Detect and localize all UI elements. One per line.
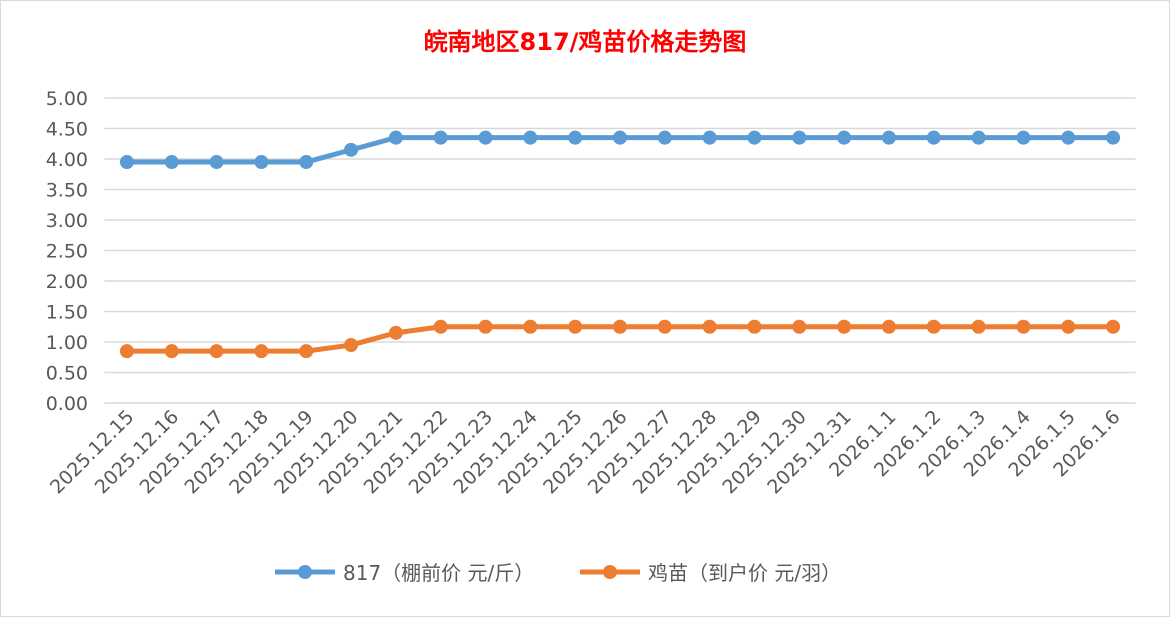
data-point [478,130,493,145]
data-point [702,130,717,145]
y-tick-label: 4.00 [46,149,88,171]
data-point [1016,130,1031,145]
y-tick-label: 0.00 [46,393,88,415]
data-point [747,130,762,145]
data-point [478,319,493,334]
data-point [299,344,314,359]
data-point [388,130,403,145]
y-tick-label: 1.00 [46,332,88,354]
y-tick-label: 2.00 [46,271,88,293]
data-point [254,155,269,170]
y-tick-label: 3.50 [46,180,88,202]
data-point [209,344,224,359]
data-point [568,130,583,145]
y-tick-label: 5.00 [46,88,88,110]
legend-label: 鸡苗（到户价 元/羽） [648,561,841,585]
data-point [433,130,448,145]
data-point [1016,319,1031,334]
data-point [1106,319,1121,334]
legend-marker [298,565,312,579]
data-point [747,319,762,334]
data-point [1061,319,1076,334]
data-point [926,130,941,145]
data-point [1106,130,1121,145]
data-point [613,319,627,334]
data-point [523,130,538,145]
data-point [657,130,672,145]
data-point [523,319,538,334]
data-point [613,130,627,145]
data-point [209,155,224,170]
data-point [344,338,359,353]
data-point [344,142,359,157]
data-point [971,130,986,145]
data-point [792,130,807,145]
data-point [433,319,448,334]
data-point [837,319,852,334]
legend-label: 817（棚前价 元/斤） [343,561,534,585]
data-point [657,319,672,334]
legend-marker [603,565,617,579]
y-tick-label: 0.50 [46,363,88,385]
data-point [971,319,986,334]
data-point [119,344,134,359]
data-point [926,319,941,334]
data-point [254,344,269,359]
data-point [881,130,896,145]
data-point [164,155,179,170]
data-point [568,319,583,334]
data-point [792,319,807,334]
data-point [388,325,403,340]
data-point [299,155,314,170]
y-tick-label: 1.50 [46,302,88,324]
y-tick-label: 2.50 [46,241,88,263]
data-point [702,319,717,334]
y-tick-label: 4.50 [46,119,88,141]
y-tick-label: 3.00 [46,210,88,232]
data-point [1061,130,1076,145]
data-point [119,155,134,170]
data-point [837,130,852,145]
data-point [881,319,896,334]
data-point [164,344,179,359]
chart-title: 皖南地区817/鸡苗价格走势图 [424,28,747,56]
